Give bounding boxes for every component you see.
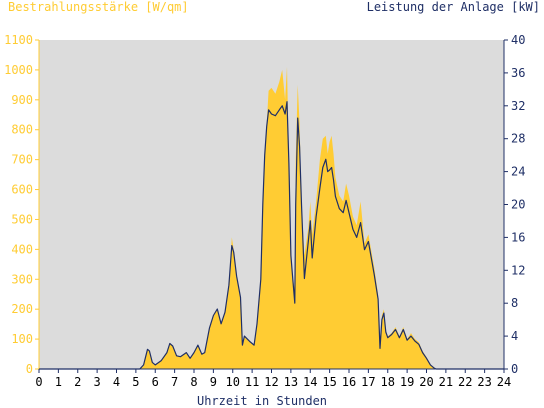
x-tick-label: 8 (190, 375, 197, 389)
x-tick-label: 2 (74, 375, 81, 389)
right-tick-label: 32 (511, 99, 525, 113)
right-tick-label: 16 (511, 230, 525, 244)
x-axis-title: Uhrzeit in Stunden (197, 394, 327, 408)
right-tick-label: 0 (511, 362, 518, 376)
right-tick-label: 28 (511, 132, 525, 146)
right-axis-title: Leistung der Anlage [kW] (367, 0, 540, 14)
x-tick-label: 21 (439, 375, 453, 389)
right-tick-label: 8 (511, 296, 518, 310)
x-tick-label: 15 (322, 375, 336, 389)
right-tick-label: 12 (511, 263, 525, 277)
x-tick-label: 17 (361, 375, 375, 389)
x-tick-label: 7 (171, 375, 178, 389)
left-tick-label: 700 (11, 153, 33, 167)
x-tick-label: 16 (342, 375, 356, 389)
right-tick-label: 40 (511, 33, 525, 47)
x-tick-label: 24 (497, 375, 511, 389)
right-tick-label: 24 (511, 165, 525, 179)
x-tick-label: 23 (477, 375, 491, 389)
axes-layer: 0100200300400500600700800900100011000481… (4, 33, 525, 389)
x-tick-label: 3 (94, 375, 101, 389)
x-tick-label: 1 (55, 375, 62, 389)
left-tick-label: 200 (11, 302, 33, 316)
left-tick-label: 300 (11, 272, 33, 286)
x-tick-label: 0 (35, 375, 42, 389)
x-tick-label: 13 (284, 375, 298, 389)
series-layer (39, 66, 504, 370)
x-tick-label: 6 (152, 375, 159, 389)
left-tick-label: 600 (11, 183, 33, 197)
x-tick-label: 4 (113, 375, 120, 389)
x-tick-label: 9 (210, 375, 217, 389)
x-tick-label: 18 (381, 375, 395, 389)
left-tick-label: 500 (11, 212, 33, 226)
series-area-irradiance (39, 66, 504, 370)
x-tick-label: 14 (303, 375, 317, 389)
series-line-power (39, 101, 504, 370)
right-tick-label: 20 (511, 198, 525, 212)
x-tick-label: 22 (458, 375, 472, 389)
x-tick-label: 20 (419, 375, 433, 389)
left-tick-label: 1100 (4, 33, 33, 47)
x-tick-label: 10 (226, 375, 240, 389)
right-tick-label: 36 (511, 66, 525, 80)
right-tick-label: 4 (511, 329, 518, 343)
x-tick-label: 5 (132, 375, 139, 389)
left-tick-label: 900 (11, 93, 33, 107)
left-tick-label: 400 (11, 242, 33, 256)
x-tick-label: 12 (264, 375, 278, 389)
left-tick-label: 100 (11, 332, 33, 346)
x-tick-label: 19 (400, 375, 414, 389)
left-axis-title: Bestrahlungsstärke [W/qm] (8, 0, 189, 14)
left-tick-label: 0 (26, 362, 33, 376)
left-tick-label: 1000 (4, 63, 33, 77)
left-tick-label: 800 (11, 123, 33, 137)
x-tick-label: 11 (245, 375, 259, 389)
